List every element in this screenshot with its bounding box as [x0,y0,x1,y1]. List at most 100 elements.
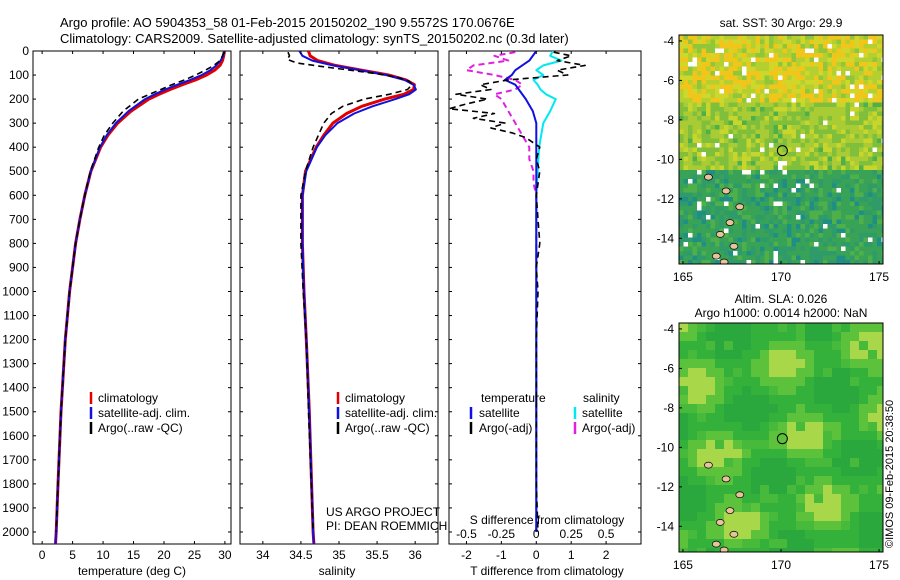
sst-map-pixel [800,201,806,207]
sst-map-pixel [836,138,842,144]
sst-map-pixel [733,201,738,207]
sst-map-pixel [832,93,837,99]
sst-map-pixel [706,138,711,144]
sst-map-pixel [791,210,797,216]
sst-map-pixel [872,75,878,81]
sst-map-pixel [692,53,698,58]
sla-map-pixel [805,449,815,459]
sst-map-pixel [755,219,761,225]
sst-map-pixel [760,156,765,162]
sst-map-pixel [800,192,806,198]
sst-map-pixel [782,228,788,234]
sst-map-pixel [827,242,833,247]
sst-map-pixel [769,170,774,175]
sst-map-pixel [877,143,882,148]
sst-map-pixel [818,102,824,108]
sst-map-pixel [809,125,815,130]
sla-map-pixel [715,404,725,414]
sst-map-pixel [782,215,788,220]
sst-map-pixel [701,183,707,189]
sst-map-pixel [769,98,774,103]
sla-map-pixel [697,377,707,387]
sst-map-pixel [823,71,828,76]
sst-map-pixel [863,44,869,49]
sst-map-pixel [742,174,747,180]
sla-map-pixel [823,359,833,369]
sst-map-pixel [683,71,689,76]
sst-map-pixel [845,188,851,193]
sla-map-pixel [760,377,770,387]
sst-map-pixel [706,57,711,63]
sst-map-pixel [782,224,788,229]
sst-map-pixel [706,39,711,45]
sla-map-pixel [823,413,833,423]
sst-map-pixel [710,251,716,256]
sst-map-pixel [742,134,747,139]
sst-map-pixel [823,80,828,85]
sst-map-pixel [809,111,815,117]
sst-map-pixel [715,165,720,171]
sla-map-pixel [706,494,716,504]
sst-map-pixel [683,183,689,189]
sst-map-pixel [859,183,864,189]
sst-map-pixel [755,89,761,94]
sst-map-pixel [719,215,725,220]
sst-map-pixel [737,125,743,130]
sst-map-pixel [746,138,752,144]
sst-map-pixel [809,120,815,126]
sst-map-pixel [832,134,837,139]
sla-map-pixel [850,494,860,504]
sla-map-pixel [724,467,734,477]
sla-map-pixel [742,332,752,342]
sst-map-pixel [796,62,801,67]
sst-map-pixel [841,80,846,85]
sla-map-pixel [805,404,815,414]
sst-map-pixel [863,93,869,99]
sst-map-pixel [841,107,846,112]
sst-map-pixel [697,84,702,90]
sst-map-pixel [859,197,864,202]
sst-map-pixel [845,219,851,225]
sst-map-pixel [719,35,725,40]
sst-map-pixel [728,62,734,67]
sst-map-pixel [859,170,864,175]
sst-map-pixel [719,134,725,139]
sst-map-pixel [805,98,810,103]
sst-map-pixel [841,152,846,157]
sst-map-pixel [787,71,792,76]
sst-map-pixel [706,197,711,202]
sst-map-pixel [697,80,702,85]
sst-map-pixel [854,251,860,256]
sst-map-pixel [751,111,756,117]
sst-map-pixel [706,206,711,211]
sst-map-pixel [805,84,810,90]
sla-map-pixel [787,422,797,432]
sst-map-pixel [805,80,810,85]
sst-map-pixel [836,57,842,63]
sla-map-pixel [778,323,788,333]
sst-map-pixel [872,206,878,211]
sst-map-pixel [706,89,711,94]
sst-map-pixel [814,93,819,99]
sst-map-pixel [814,80,819,85]
sst-map-pixel [782,44,788,49]
sst-map-pixel [827,156,833,162]
sst-map-pixel [733,228,738,234]
sst-map-pixel [791,143,797,148]
sst-map-pixel [850,57,855,63]
sst-map-pixel [701,260,707,264]
sla-map-pixel [787,476,797,486]
sst-map-pixel [881,138,883,144]
sla-map-pixel [850,458,860,468]
sla-map-pixel [877,530,883,540]
sst-map-pixel [805,111,810,117]
sst-map-pixel [692,138,698,144]
sla-map-pixel [832,359,842,369]
sst-map-pixel [859,174,864,180]
sst-map-pixel [877,156,882,162]
sst-map-pixel [688,201,693,207]
map-x-tick-label: 170 [771,558,791,572]
sla-map-pixel [697,350,707,360]
sst-map-pixel [791,224,797,229]
sla-map-pixel [760,350,770,360]
